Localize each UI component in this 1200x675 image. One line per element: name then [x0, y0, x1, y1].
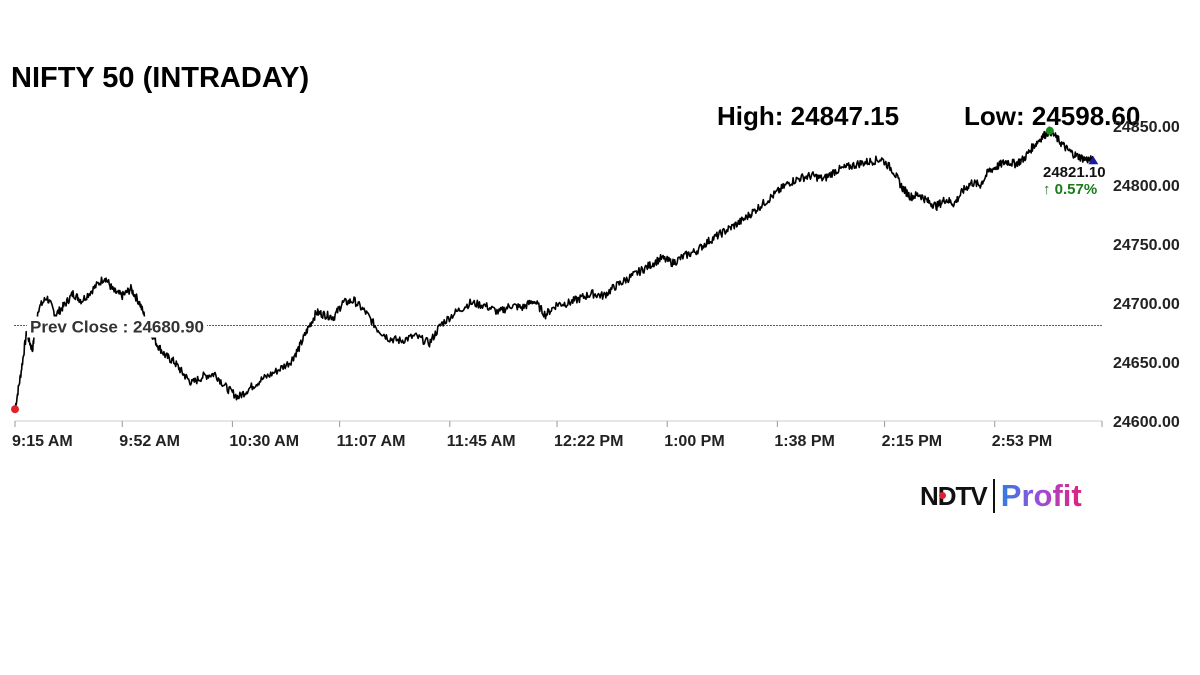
- x-tick-label: 1:38 PM: [774, 433, 834, 450]
- ndtv-profit-logo: NDTV Profit: [920, 478, 1082, 514]
- x-tick-label: 9:52 AM: [119, 433, 180, 450]
- logo-dot-icon: [939, 492, 946, 499]
- x-tick-label: 11:45 AM: [447, 433, 516, 450]
- chart-title: NIFTY 50 (INTRADAY): [11, 62, 310, 94]
- day-high-label: High: 24847.15: [717, 101, 900, 131]
- prev-close-label: Prev Close : 24680.90: [30, 318, 204, 337]
- ndtv-logo-text: NDTV: [920, 480, 988, 511]
- change-percent-label: ↑ 0.57%: [1043, 181, 1097, 198]
- x-tick-label: 11:07 AM: [337, 433, 406, 450]
- y-tick-label: 24800.00: [1113, 178, 1180, 195]
- x-tick-label: 1:00 PM: [664, 433, 724, 450]
- prev-close-label-bg: [27, 316, 207, 338]
- x-tick-label: 2:15 PM: [882, 433, 942, 450]
- last-price-marker: [1088, 156, 1099, 165]
- y-tick-label: 24750.00: [1113, 237, 1180, 254]
- profit-logo-text: Profit: [1000, 478, 1082, 513]
- open-marker: [11, 405, 19, 414]
- logo-divider: [992, 479, 995, 513]
- y-tick-label: 24650.00: [1113, 355, 1180, 372]
- price-line-series: [14, 126, 1095, 410]
- last-price-label: 24821.10: [1043, 164, 1106, 181]
- day-low-label: Low: 24598.60: [964, 101, 1141, 131]
- x-tick-label: 2:53 PM: [992, 433, 1052, 450]
- y-tick-label: 24600.00: [1113, 414, 1180, 431]
- y-tick-label: 24700.00: [1113, 296, 1180, 313]
- y-tick-label: 24850.00: [1113, 119, 1180, 136]
- x-tick-label: 12:22 PM: [554, 433, 623, 450]
- x-tick-label: 10:30 AM: [229, 433, 299, 450]
- high-marker: [1045, 126, 1054, 135]
- x-tick-label: 9:15 AM: [12, 433, 73, 450]
